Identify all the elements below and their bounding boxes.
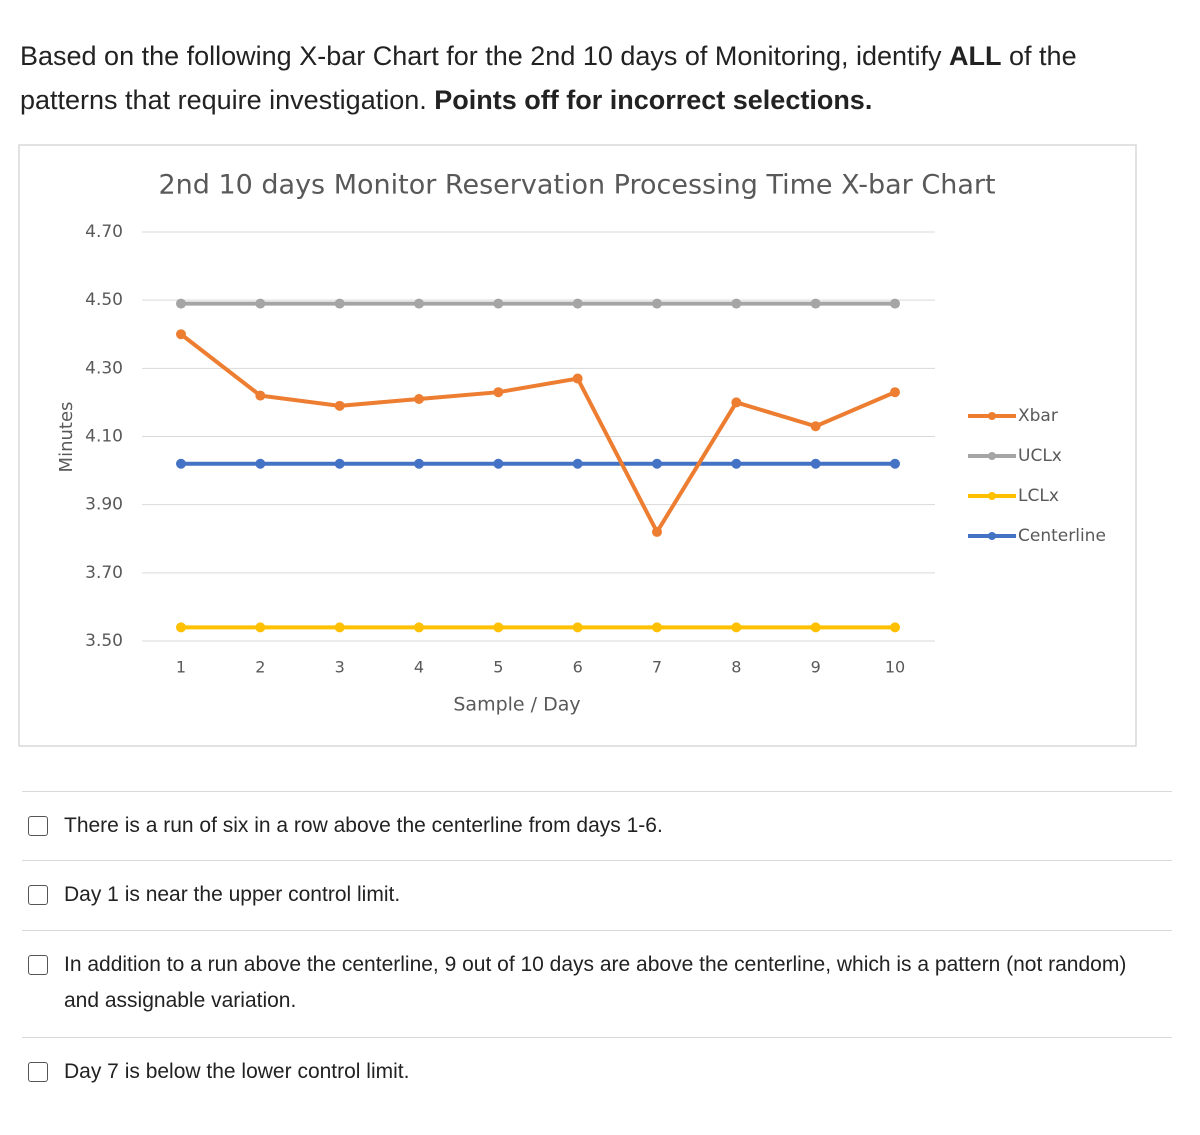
data-point	[493, 298, 504, 309]
data-point	[414, 458, 424, 469]
y-tick-label: 4.70	[85, 222, 123, 242]
y-tick-label: 3.50	[85, 631, 123, 651]
data-point	[255, 390, 266, 401]
data-point	[414, 622, 424, 633]
legend-marker	[988, 492, 996, 500]
answer-option[interactable]: In addition to a run above the centerlin…	[22, 930, 1172, 1038]
chart-frame	[18, 144, 1137, 747]
data-point	[572, 373, 583, 384]
data-point	[731, 298, 742, 309]
data-point	[493, 387, 504, 398]
data-point	[810, 622, 821, 633]
legend-label: LCLx	[1018, 486, 1059, 506]
chart: 2nd 10 days Monitor Reservation Processi…	[18, 144, 1137, 747]
x-tick-label: 1	[176, 658, 186, 677]
checkbox[interactable]	[28, 885, 48, 905]
data-point	[414, 394, 424, 405]
data-point	[890, 622, 900, 633]
data-point	[731, 622, 742, 633]
checkbox[interactable]	[28, 816, 48, 836]
option-text: There is a run of six in a row above the…	[64, 814, 663, 837]
checkbox[interactable]	[28, 955, 48, 975]
question-bold: ALL	[949, 41, 1002, 71]
y-tick-label: 4.30	[85, 358, 123, 378]
data-point	[255, 622, 266, 633]
x-tick-label: 2	[255, 658, 265, 677]
legend-marker	[988, 412, 996, 420]
data-point	[652, 622, 662, 633]
y-tick-label: 4.50	[85, 290, 123, 310]
data-point	[810, 298, 821, 309]
data-point	[176, 622, 186, 633]
x-tick-label: 8	[731, 658, 741, 677]
data-point	[652, 458, 662, 469]
x-tick-label: 4	[414, 658, 424, 677]
question-text: Based on the following X-bar Chart for t…	[20, 41, 950, 71]
data-point	[334, 298, 345, 309]
y-tick-label: 4.10	[85, 427, 123, 447]
x-tick-label: 3	[335, 658, 345, 677]
data-point	[255, 298, 266, 309]
x-tick-label: 6	[573, 658, 583, 677]
data-point	[572, 298, 583, 309]
x-tick-label: 10	[885, 658, 905, 677]
data-point	[334, 622, 345, 633]
question: Based on the following X-bar Chart for t…	[20, 34, 1180, 122]
data-point	[334, 458, 345, 469]
legend-marker	[988, 532, 996, 540]
data-point	[176, 329, 186, 340]
option-text: Day 1 is near the upper control limit.	[64, 883, 401, 906]
data-point	[493, 622, 504, 633]
data-point	[731, 397, 742, 408]
option-text: Day 7 is below the lower control limit.	[64, 1060, 410, 1083]
question-bold: Points off for incorrect selections.	[434, 85, 873, 115]
legend-label: Centerline	[1018, 526, 1106, 546]
x-axis-label: Sample / Day	[453, 694, 580, 716]
question-text: of the patterns that require investigati…	[20, 41, 1077, 115]
data-point	[652, 298, 662, 309]
legend-label: UCLx	[1018, 446, 1062, 466]
data-point	[731, 458, 742, 469]
x-tick-label: 9	[811, 658, 821, 677]
data-point	[890, 458, 900, 469]
y-tick-label: 3.90	[85, 495, 123, 515]
answer-option[interactable]: Day 7 is below the lower control limit.	[22, 1037, 1172, 1108]
y-axis-label: Minutes	[56, 402, 77, 473]
data-point	[334, 400, 345, 411]
answer-option[interactable]: There is a run of six in a row above the…	[22, 791, 1172, 861]
data-point	[176, 458, 186, 469]
data-point	[810, 458, 821, 469]
data-point	[652, 526, 662, 537]
checkbox[interactable]	[28, 1062, 48, 1082]
data-point	[890, 387, 900, 398]
data-point	[493, 458, 504, 469]
legend-marker	[988, 452, 996, 460]
data-point	[572, 622, 583, 633]
chart-title: 2nd 10 days Monitor Reservation Processi…	[158, 170, 995, 201]
answer-option[interactable]: Day 1 is near the upper control limit.	[22, 860, 1172, 931]
x-tick-label: 7	[652, 658, 662, 677]
option-text: In addition to a run above the centerlin…	[64, 953, 1127, 1012]
data-point	[890, 298, 900, 309]
data-point	[572, 458, 583, 469]
y-tick-label: 3.70	[85, 563, 123, 583]
data-point	[176, 298, 186, 309]
data-point	[255, 458, 266, 469]
legend-label: Xbar	[1018, 406, 1058, 426]
data-point	[810, 421, 821, 432]
x-tick-label: 5	[493, 658, 503, 677]
series-line	[179, 332, 896, 537]
data-point	[414, 298, 424, 309]
